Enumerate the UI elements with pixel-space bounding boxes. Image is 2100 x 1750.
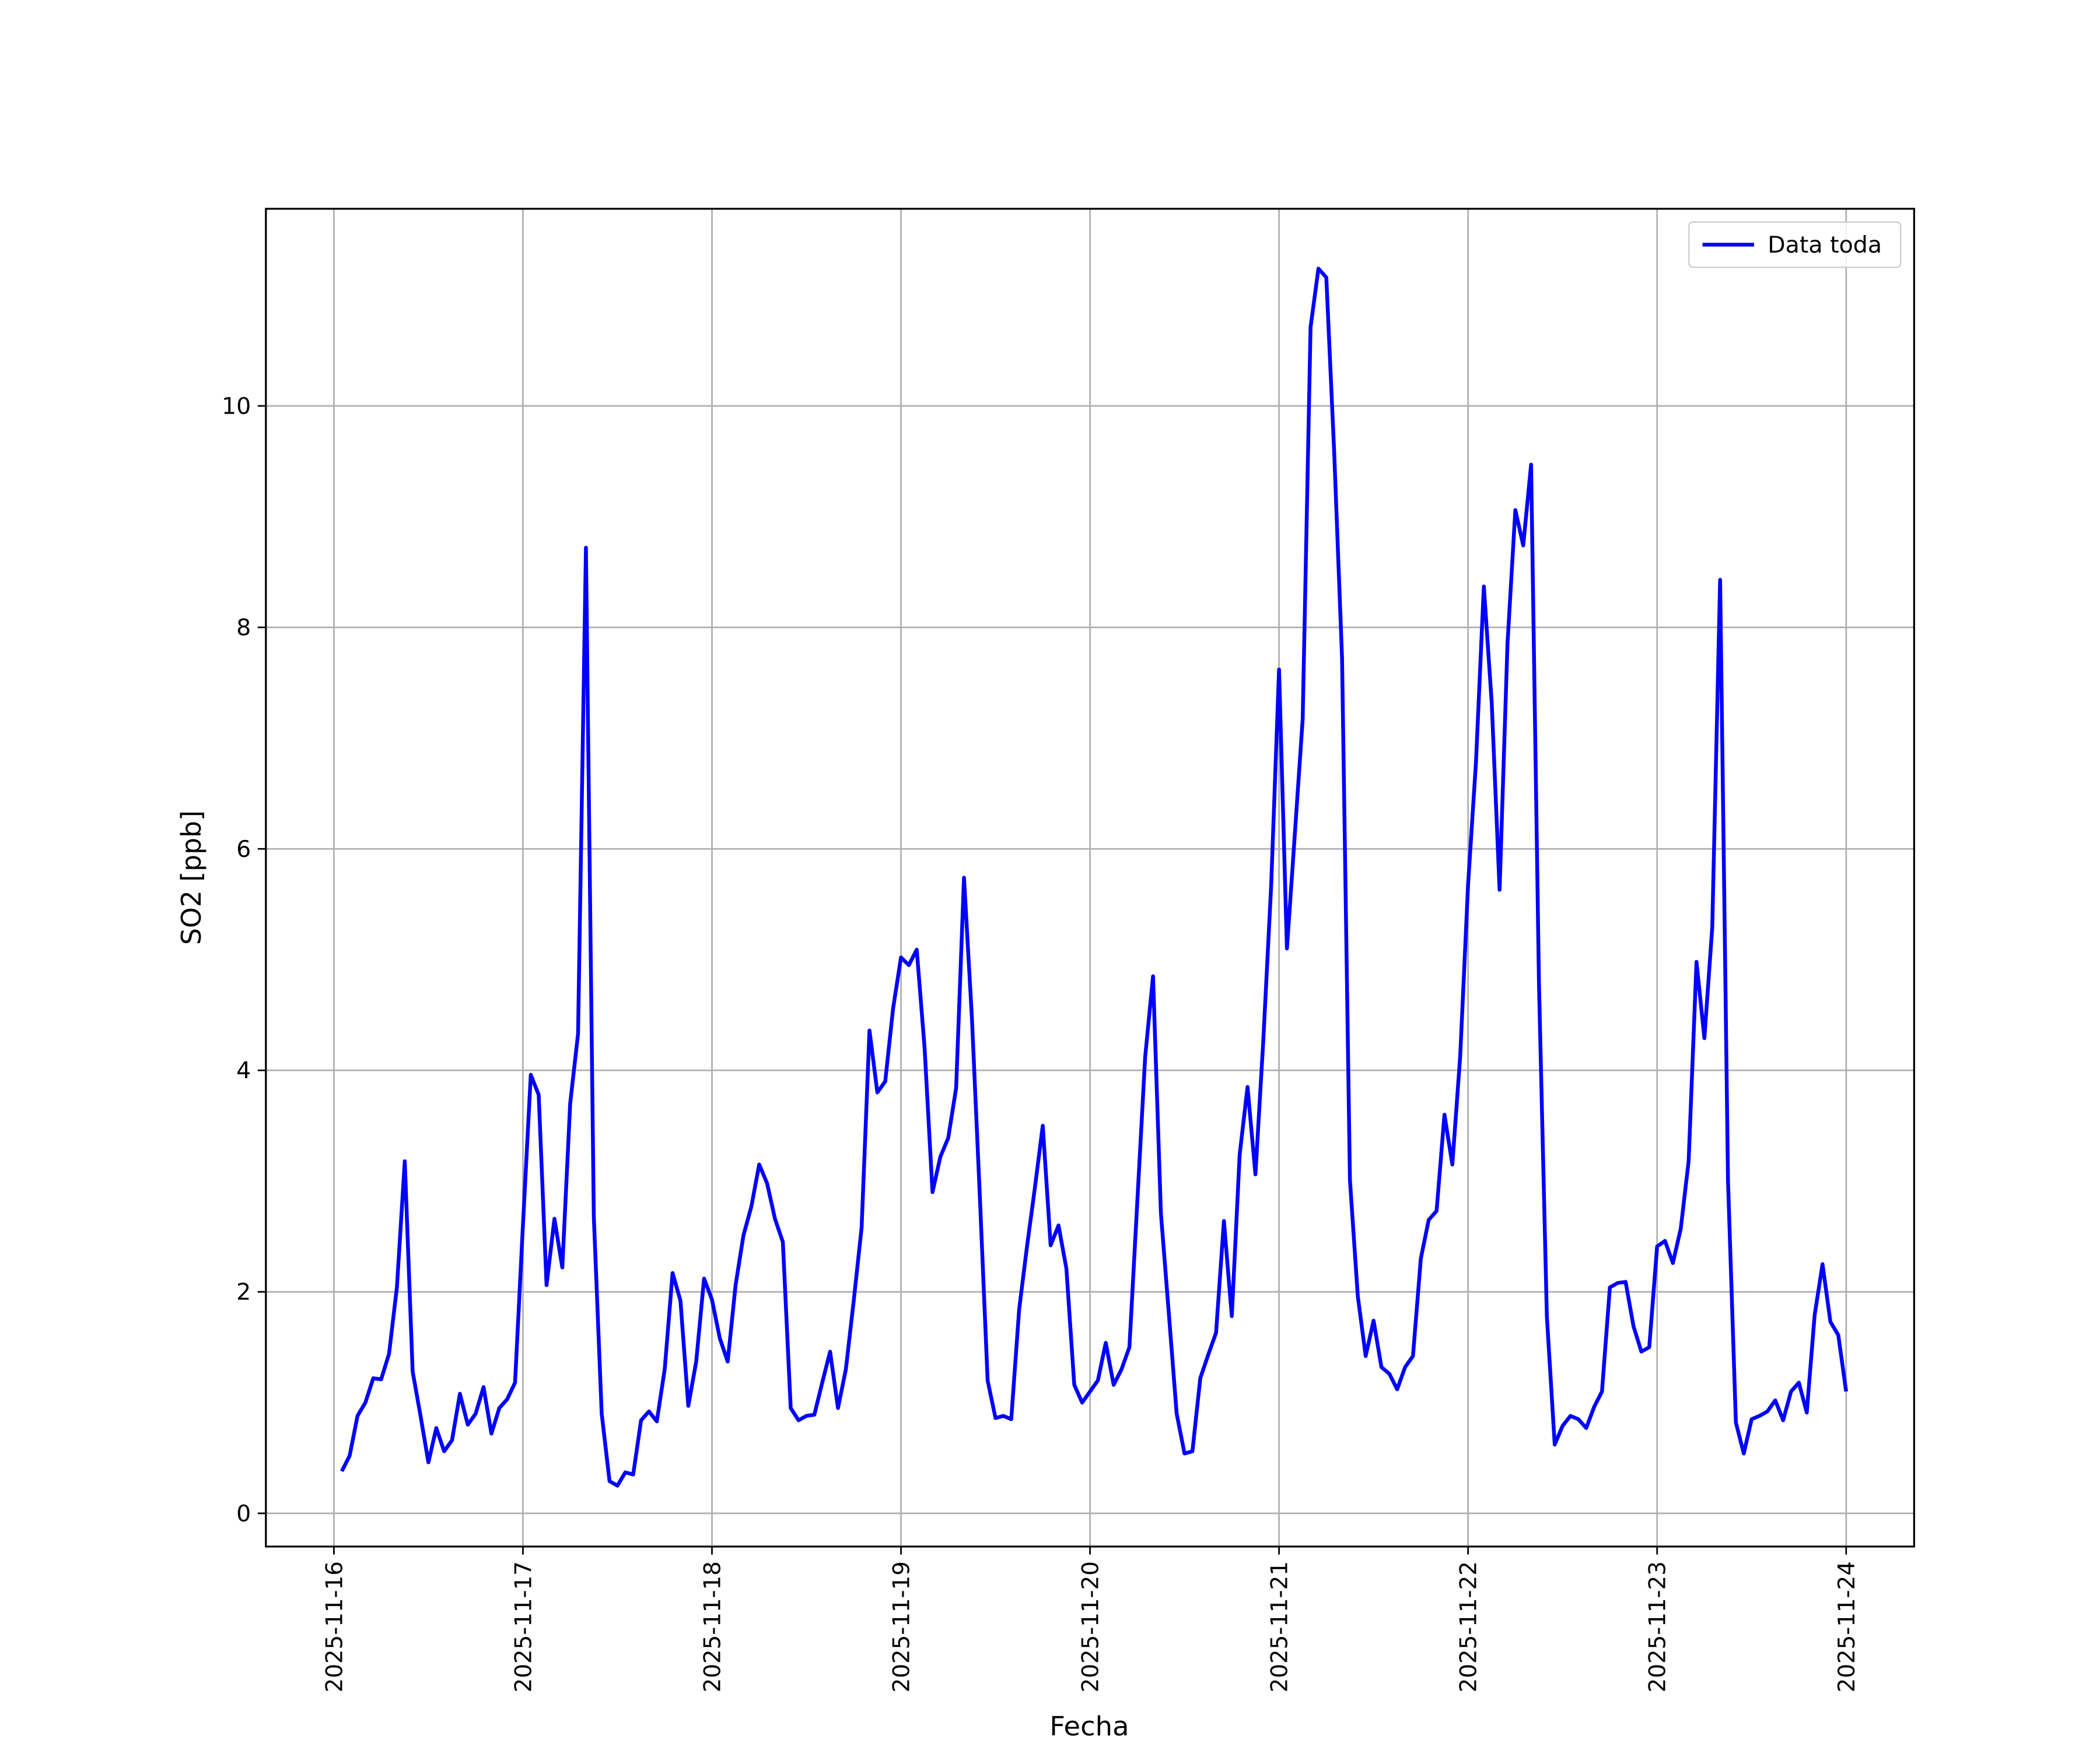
x-tick-label: 2025-11-24 [1833, 1561, 1860, 1692]
y-tick-label: 10 [222, 394, 251, 420]
y-tick-label: 6 [236, 836, 251, 863]
x-tick-label: 2025-11-19 [888, 1561, 915, 1692]
x-tick-label: 2025-11-16 [321, 1561, 348, 1692]
x-tick-label: 2025-11-21 [1266, 1561, 1293, 1692]
legend-label: Data toda [1768, 232, 1882, 258]
x-tick-label: 2025-11-18 [699, 1561, 726, 1692]
legend: Data toda [1688, 221, 1902, 268]
x-tick-label: 2025-11-22 [1455, 1561, 1482, 1692]
y-tick-label: 0 [236, 1501, 251, 1527]
data-line [340, 267, 1849, 1488]
y-tick-label: 4 [236, 1058, 251, 1084]
x-tick-label: 2025-11-17 [510, 1561, 537, 1692]
y-tick-label: 2 [236, 1280, 251, 1306]
legend-box [1688, 221, 1902, 268]
plot-frame [265, 208, 1916, 1548]
x-axis-label: Fecha [1049, 1710, 1129, 1741]
x-tick-label: 2025-11-20 [1077, 1561, 1104, 1692]
x-tick-label: 2025-11-23 [1644, 1561, 1671, 1692]
y-axis-label: SO2 [ppb] [176, 810, 208, 945]
y-tick-label: 8 [236, 615, 251, 642]
